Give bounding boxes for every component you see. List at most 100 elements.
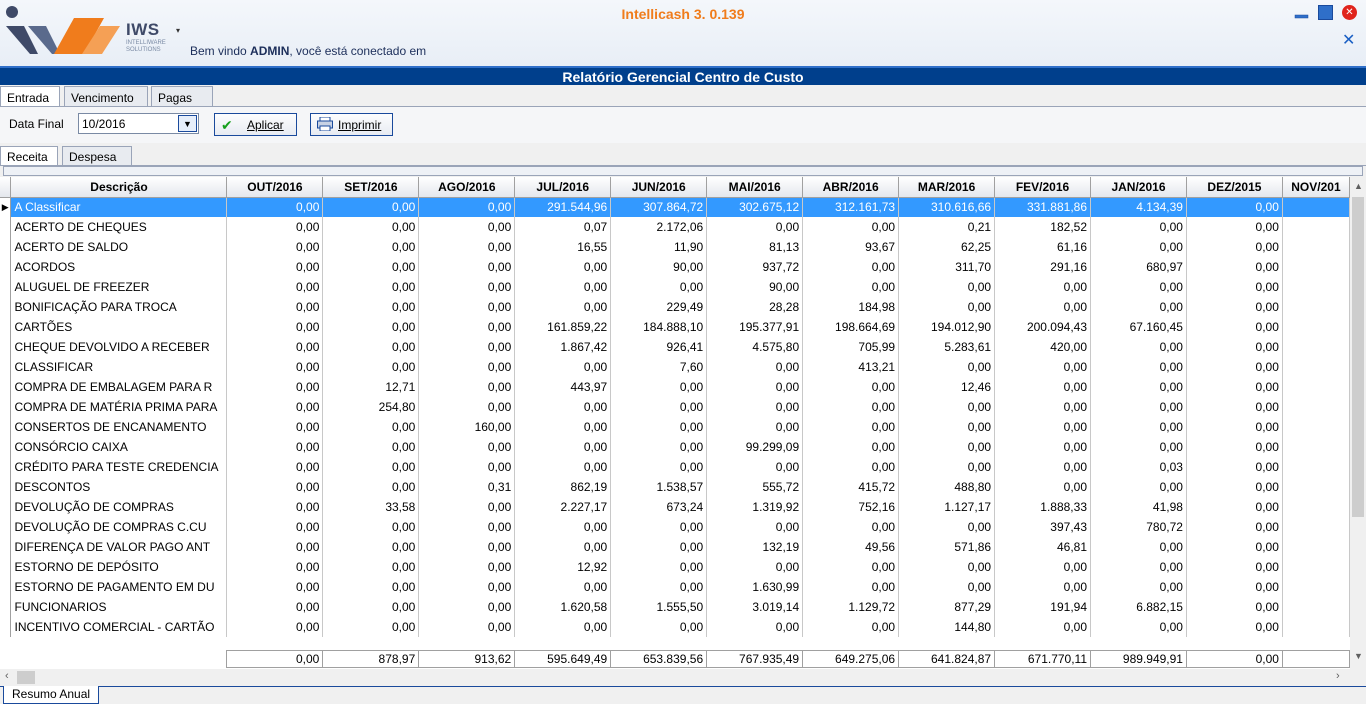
- row-value: 0,00: [418, 557, 516, 577]
- print-button[interactable]: Imprimir: [310, 113, 393, 136]
- table-row[interactable]: CHEQUE DEVOLVIDO A RECEBER 0,00 0,00 0,00 1.…: [0, 337, 1350, 357]
- row-value: 0,00: [322, 617, 420, 637]
- menu-dropdown-icon[interactable]: ▾: [176, 26, 181, 35]
- tab-vencimento[interactable]: Vencimento: [64, 86, 148, 107]
- column-header[interactable]: AGO/2016: [418, 177, 516, 198]
- table-row[interactable]: COMPRA DE MATÉRIA PRIMA PARA 0,00 254,80 0,…: [0, 397, 1350, 417]
- row-value-truncated: [1282, 517, 1350, 537]
- maximize-icon[interactable]: [1318, 5, 1333, 20]
- welcome-message: Bem vindo ADMIN, você está conectado em: [190, 44, 426, 58]
- column-header[interactable]: MAI/2016: [706, 177, 804, 198]
- tab-resumo-anual[interactable]: Resumo Anual: [3, 686, 100, 704]
- row-value: 0,00: [226, 377, 324, 397]
- row-value: 46,81: [994, 537, 1091, 557]
- table-row[interactable]: DEVOLUÇÃO DE COMPRAS C.CU 0,00 0,00 0,00 0,0…: [0, 517, 1350, 537]
- table-row[interactable]: CONSERTOS DE ENCANAMENTO 0,00 0,00 160,00 0,…: [0, 417, 1350, 437]
- row-value: 331.881,86: [994, 197, 1091, 217]
- minimize-icon[interactable]: [1294, 5, 1309, 20]
- row-value: 0,00: [898, 517, 996, 537]
- table-row[interactable]: DEVOLUÇÃO DE COMPRAS 0,00 33,58 0,00 2.227,1…: [0, 497, 1350, 517]
- table-row[interactable]: CONSÓRCIO CAIXA 0,00 0,00 0,00 0,00 0,00 99.29…: [0, 437, 1350, 457]
- row-value: 0,00: [898, 457, 996, 477]
- row-value: 1.538,57: [610, 477, 708, 497]
- column-header[interactable]: ABR/2016: [802, 177, 900, 198]
- row-value: 1.630,99: [706, 577, 804, 597]
- report-title: Relatório Gerencial Centro de Custo: [0, 66, 1366, 85]
- row-value: 0,00: [802, 457, 900, 477]
- row-value: 0,00: [1186, 337, 1283, 357]
- apply-button[interactable]: ✔ Aplicar: [214, 113, 297, 136]
- row-value: 311,70: [898, 257, 996, 277]
- row-value: 0,00: [418, 297, 516, 317]
- row-value-truncated: [1282, 497, 1350, 517]
- column-header[interactable]: FEV/2016: [994, 177, 1091, 198]
- scroll-down-icon[interactable]: ▼: [1354, 651, 1363, 661]
- column-header[interactable]: JAN/2016: [1090, 177, 1187, 198]
- scroll-right-icon[interactable]: ›: [1336, 670, 1340, 682]
- table-row[interactable]: CARTÕES 0,00 0,00 0,00 161.859,22 184.888,10 1…: [0, 317, 1350, 337]
- vertical-scroll-thumb[interactable]: [1352, 197, 1364, 517]
- table-row[interactable]: CRÉDITO PARA TESTE CREDENCIA 0,00 0,00 0,00…: [0, 457, 1350, 477]
- total-value: 653.839,56: [610, 650, 708, 668]
- table-row[interactable]: ESTORNO DE DEPÓSITO 0,00 0,00 0,00 12,92 0,00…: [0, 557, 1350, 577]
- row-value: 752,16: [802, 497, 900, 517]
- table-row[interactable]: BONIFICAÇÃO PARA TROCA 0,00 0,00 0,00 0,00 22…: [0, 297, 1350, 317]
- tab-entrada[interactable]: Entrada: [0, 86, 60, 108]
- row-value: 0,00: [418, 357, 516, 377]
- table-row[interactable]: DIFERENÇA DE VALOR PAGO ANT 0,00 0,00 0,00 0…: [0, 537, 1350, 557]
- horizontal-scroll-thumb[interactable]: [17, 671, 35, 684]
- table-row[interactable]: ALUGUEL DE FREEZER 0,00 0,00 0,00 0,00 0,00 90…: [0, 277, 1350, 297]
- column-header[interactable]: JUL/2016: [514, 177, 612, 198]
- row-value: 680,97: [1090, 257, 1187, 277]
- tab-receita[interactable]: Receita: [0, 146, 58, 166]
- row-value: 0,00: [1186, 497, 1283, 517]
- column-header[interactable]: OUT/2016: [226, 177, 324, 198]
- date-select[interactable]: 10/2016 ▼: [78, 113, 199, 134]
- horizontal-scrollbar[interactable]: ‹ ›: [0, 669, 1350, 686]
- row-value: 0,00: [418, 397, 516, 417]
- table-row[interactable]: ACERTO DE CHEQUES 0,00 0,00 0,00 0,07 2.172,0…: [0, 217, 1350, 237]
- table-row[interactable]: FUNCIONARIOS 0,00 0,00 0,00 1.620,58 1.555,50…: [0, 597, 1350, 617]
- scroll-left-icon[interactable]: ‹: [5, 670, 9, 682]
- row-value: 81,13: [706, 237, 804, 257]
- table-row[interactable]: ESTORNO DE PAGAMENTO EM DU 0,00 0,00 0,00 0,…: [0, 577, 1350, 597]
- column-header[interactable]: JUN/2016: [610, 177, 708, 198]
- row-value-truncated: [1282, 217, 1350, 237]
- iws-logo-icon: [6, 6, 120, 54]
- row-value: 0,00: [802, 417, 900, 437]
- column-header[interactable]: DEZ/2015: [1186, 177, 1283, 198]
- vertical-scrollbar[interactable]: ▲ ▼: [1350, 177, 1366, 669]
- row-description: ACORDOS: [10, 257, 228, 277]
- table-row[interactable]: ▶ A Classificar 0,00 0,00 0,00 291.544,96 307.…: [0, 197, 1350, 217]
- tab-pagas[interactable]: Pagas: [151, 86, 213, 107]
- table-row[interactable]: COMPRA DE EMBALAGEM PARA R 0,00 12,71 0,00 4…: [0, 377, 1350, 397]
- row-value: 1.620,58: [514, 597, 612, 617]
- row-value: 877,29: [898, 597, 996, 617]
- close-form-icon[interactable]: ✕: [1342, 32, 1356, 49]
- row-value: 90,00: [610, 257, 708, 277]
- column-header[interactable]: MAR/2016: [898, 177, 996, 198]
- table-row[interactable]: DESCONTOS 0,00 0,00 0,31 862,19 1.538,57 555,7…: [0, 477, 1350, 497]
- column-header[interactable]: NOV/201: [1282, 177, 1350, 198]
- column-header[interactable]: Descrição: [10, 177, 228, 198]
- chevron-down-icon[interactable]: ▼: [178, 115, 197, 132]
- row-value-truncated: [1282, 477, 1350, 497]
- tab-divider: [0, 106, 1366, 107]
- scroll-up-icon[interactable]: ▲: [1354, 181, 1363, 191]
- row-description: CARTÕES: [10, 317, 228, 337]
- table-row[interactable]: ACORDOS 0,00 0,00 0,00 0,00 90,00 937,72 0,00 31…: [0, 257, 1350, 277]
- row-value-truncated: [1282, 577, 1350, 597]
- tab-despesa[interactable]: Despesa: [62, 146, 132, 166]
- row-indicator: [0, 217, 12, 237]
- table-row[interactable]: ACERTO DE SALDO 0,00 0,00 0,00 16,55 11,90 81,…: [0, 237, 1350, 257]
- row-value: 161.859,22: [514, 317, 612, 337]
- row-value: 0,00: [706, 417, 804, 437]
- table-row[interactable]: INCENTIVO COMERCIAL - CARTÃO 0,00 0,00 0,00…: [0, 617, 1350, 637]
- row-value: 291.544,96: [514, 197, 612, 217]
- table-row[interactable]: CLASSIFICAR 0,00 0,00 0,00 0,00 7,60 0,00 413,2…: [0, 357, 1350, 377]
- row-value: 0,00: [322, 237, 420, 257]
- column-header[interactable]: SET/2016: [322, 177, 420, 198]
- row-value: 195.377,91: [706, 317, 804, 337]
- close-icon[interactable]: ✕: [1342, 5, 1357, 20]
- row-value: 0,00: [610, 537, 708, 557]
